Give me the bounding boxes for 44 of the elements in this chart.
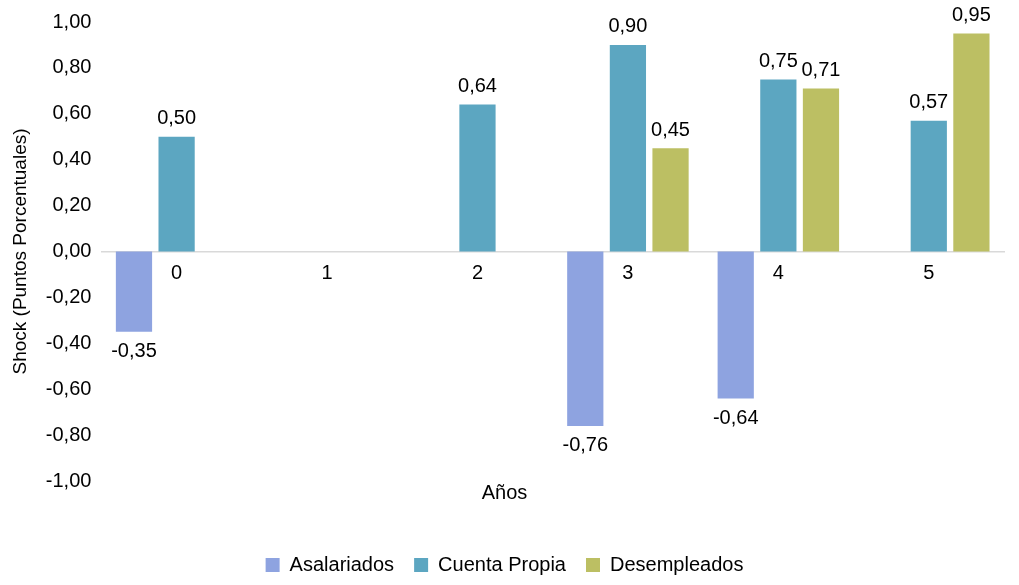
data-label: -0,64 [712,405,759,428]
data-label: -0,76 [562,433,609,456]
data-label: 0,71 [801,58,841,81]
bar [158,136,195,252]
data-label: 0,75 [758,48,798,71]
y-tick-label: 0,60 [52,101,92,124]
x-tick-label: 0 [171,261,183,284]
bar [652,148,689,252]
bar [802,88,840,252]
y-tick-label: 0,00 [52,239,92,262]
y-tick-label: 0,20 [52,193,92,216]
y-tick-label: 1,00 [52,9,92,32]
data-label: 0,95 [951,2,991,25]
data-label: 0,45 [651,117,690,140]
bar [115,251,153,332]
x-tick-label: 3 [622,261,634,284]
data-label: 0,64 [458,74,497,97]
bar [760,79,797,252]
x-tick-label: 1 [321,261,333,284]
y-axis-title: Shock (Puntos Porcentuales) [8,128,30,375]
legend-label: Desempleados [609,552,744,575]
bar [953,33,990,252]
y-tick-label: -0,60 [45,376,92,399]
bar [717,251,754,399]
legend-label: Asalariados [289,552,395,575]
bar [459,104,496,252]
data-label: -0,35 [111,339,157,362]
bar [609,44,647,252]
y-tick-label: -1,00 [45,468,92,491]
data-label: 0,57 [909,90,949,113]
x-tick-label: 2 [471,261,484,284]
x-tick-label: 4 [772,261,784,284]
bar [910,120,947,252]
bar [567,251,604,426]
legend-label: Cuenta Propia [438,552,567,575]
data-label: 0,50 [157,106,197,129]
y-tick-label: 0,80 [52,55,92,78]
x-tick-label: 5 [923,261,935,284]
data-label: 0,90 [608,14,648,37]
y-tick-label: 0,40 [52,147,92,170]
y-tick-label: -0,40 [45,330,92,353]
y-tick-label: -0,20 [45,284,92,307]
y-tick-label: -0,80 [45,422,92,445]
x-axis-title: Años [481,480,528,503]
